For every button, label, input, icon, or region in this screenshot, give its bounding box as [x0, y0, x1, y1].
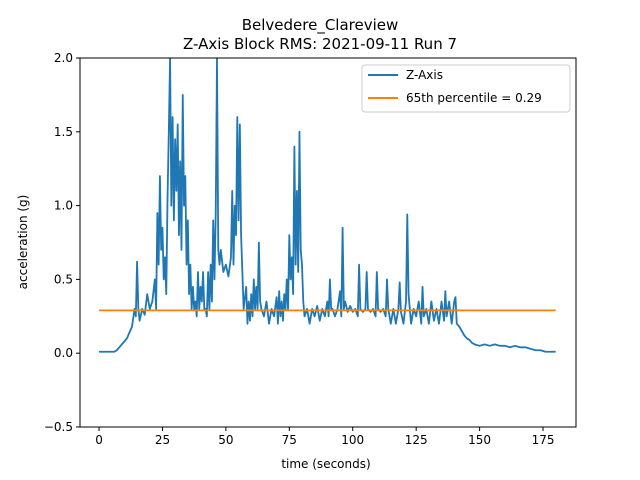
y-tick-label: 1.0: [54, 199, 73, 213]
x-tick-label: 100: [341, 433, 364, 447]
legend-box: [361, 64, 571, 113]
series-layer: [99, 58, 556, 353]
legend-label-z-axis: Z-Axis: [406, 68, 443, 82]
plot-area: [79, 57, 577, 428]
y-axis: −0.5 0.0 0.5 1.0 1.5 2.0: [44, 51, 80, 434]
y-tick-label: 0.0: [54, 346, 73, 360]
x-tick-label: 125: [405, 433, 428, 447]
x-tick-label: 150: [468, 433, 491, 447]
axes-frame: [79, 57, 577, 428]
series-line-z-axis: [99, 58, 556, 353]
x-tick-label: 50: [218, 433, 233, 447]
y-tick-label: 0.5: [54, 272, 73, 286]
x-tick-label: 75: [282, 433, 297, 447]
y-tick-label: 1.5: [54, 125, 73, 139]
x-tick-label: 175: [532, 433, 555, 447]
legend-label-percentile: 65th percentile = 0.29: [406, 91, 542, 105]
x-tick-label: 25: [155, 433, 170, 447]
chart-subtitle: Z-Axis Block RMS: 2021-09-11 Run 7: [183, 35, 457, 53]
y-tick-label: 2.0: [54, 51, 73, 65]
y-tick-label: −0.5: [44, 420, 73, 434]
x-tick-label: 0: [95, 433, 103, 447]
y-axis-label: acceleration (g): [16, 195, 30, 290]
legend: Z-Axis 65th percentile = 0.29: [361, 64, 571, 113]
x-axis: 0 25 50 75 100 125 150 175: [95, 427, 554, 447]
chart-title: Belvedere_Clareview: [242, 16, 399, 35]
x-axis-label: time (seconds): [281, 457, 370, 471]
